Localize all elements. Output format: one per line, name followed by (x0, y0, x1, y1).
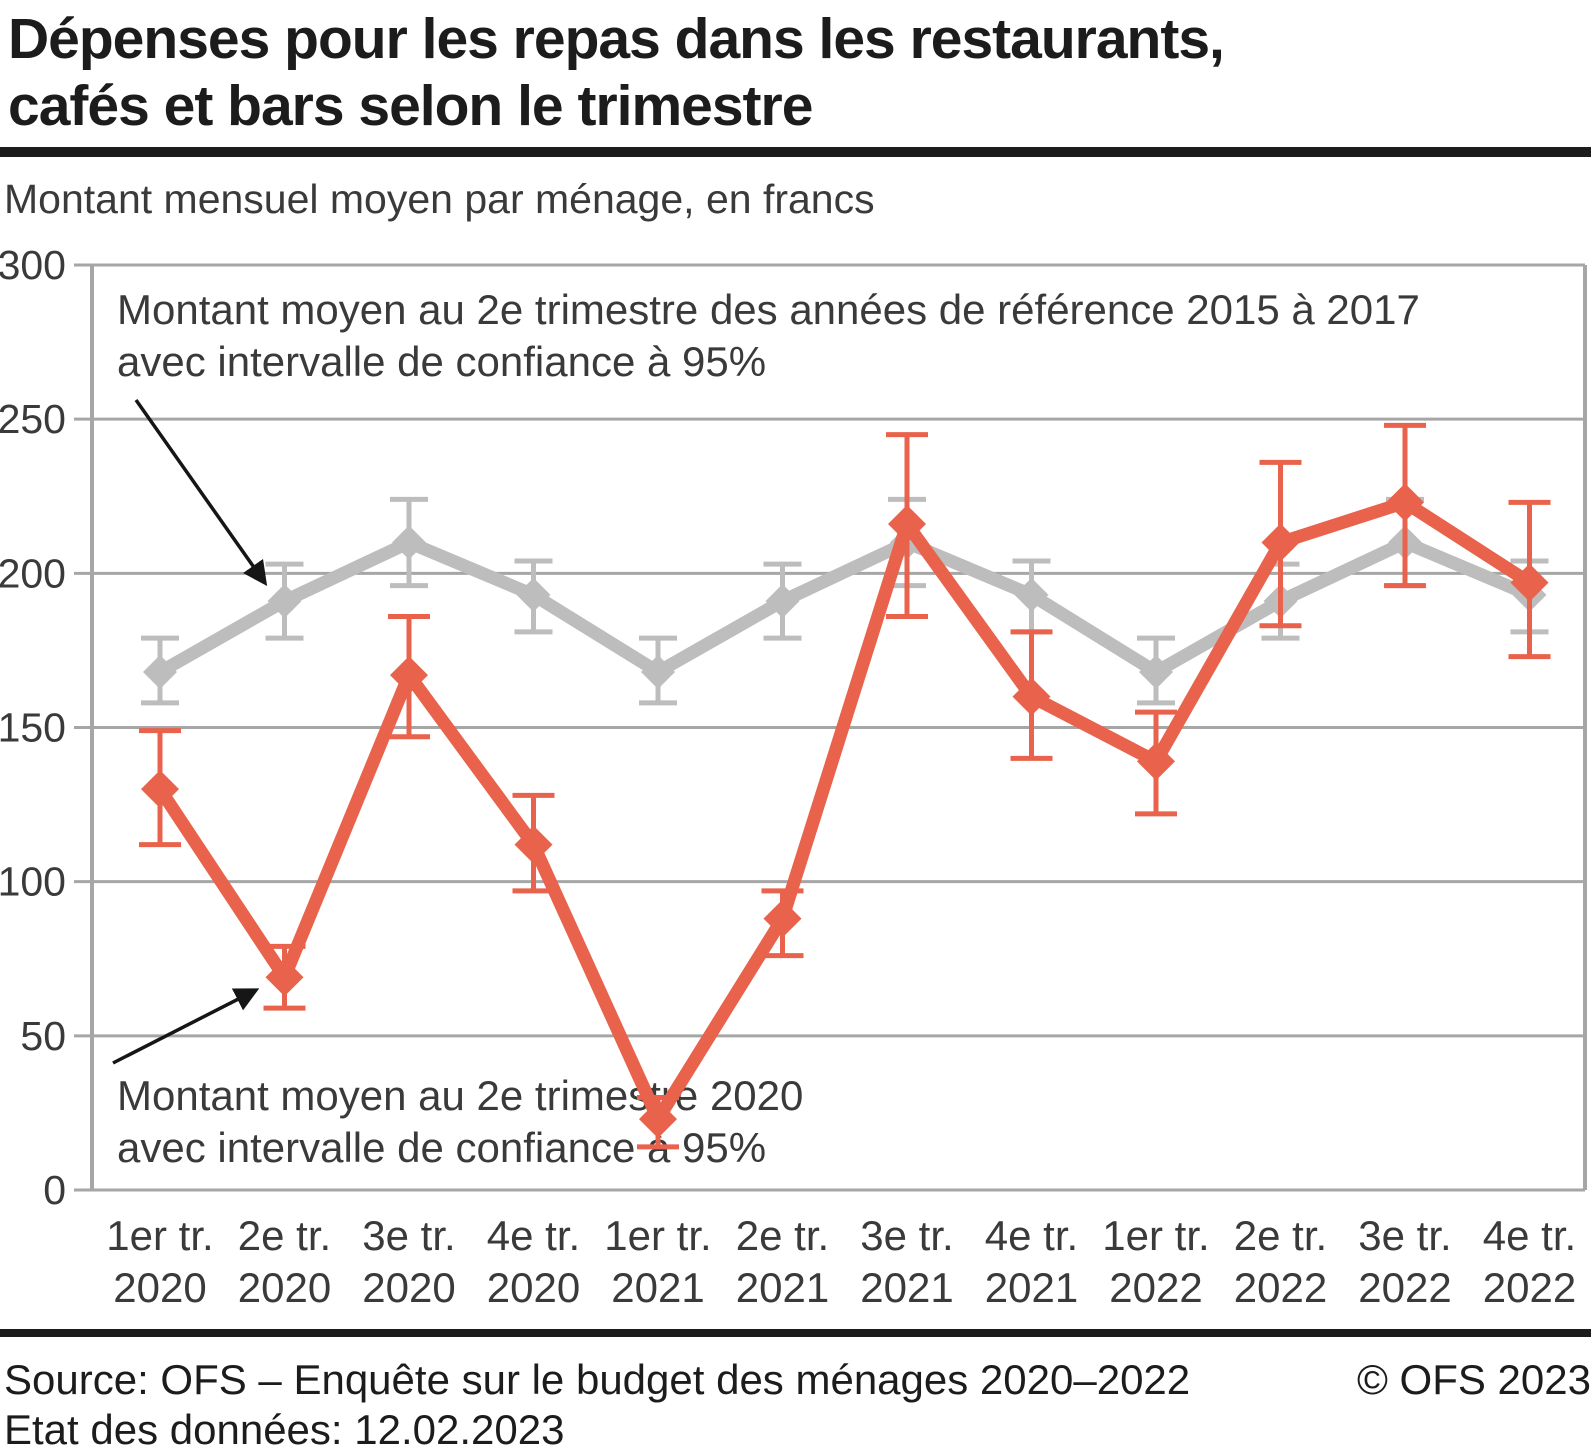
x-tick-label-year: 2021 (611, 1264, 704, 1311)
data-point-current (763, 899, 802, 938)
y-tick-label: 150 (0, 705, 66, 751)
x-tick-label-year: 2021 (860, 1264, 953, 1311)
page-title-line1: Dépenses pour les repas dans les restaur… (8, 7, 1225, 71)
data-point-reference (1014, 577, 1049, 612)
data-point-reference (641, 655, 675, 689)
data-point-reference (516, 577, 551, 612)
x-tick-label-quarter: 1er tr. (106, 1212, 213, 1259)
x-tick-label-year: 2020 (487, 1264, 580, 1311)
x-tick-label-quarter: 3e tr. (860, 1212, 953, 1259)
x-tick-label-year: 2022 (1234, 1264, 1327, 1311)
x-tick-label-quarter: 3e tr. (1358, 1212, 1451, 1259)
footer-divider (0, 1329, 1591, 1337)
y-tick-label: 100 (0, 859, 66, 905)
x-tick-label-quarter: 4e tr. (487, 1212, 580, 1259)
data-point-reference (1512, 577, 1547, 612)
x-tick-label-quarter: 2e tr. (1234, 1212, 1327, 1259)
data-point-current (1510, 563, 1549, 602)
annotation-arrow-q2-2020 (112, 988, 260, 1065)
x-tick-label-year: 2021 (985, 1264, 1078, 1311)
series-line-current (154, 495, 1534, 1133)
annotation-arrow-reference (134, 398, 268, 587)
x-tick-label-quarter: 2e tr. (238, 1212, 331, 1259)
y-tick-label: 0 (43, 1167, 66, 1213)
chart-subtitle: Montant mensuel moyen par ménage, en fra… (4, 176, 875, 222)
x-tick-label-year: 2020 (362, 1264, 455, 1311)
y-tick-label: 50 (20, 1013, 66, 1059)
x-tick-label-quarter: 1er tr. (604, 1212, 711, 1259)
annotation-q2-2020: Montant moyen au 2e trimestre 2020 avec … (117, 1070, 803, 1174)
y-tick-label: 300 (0, 242, 66, 288)
data-point-reference (392, 525, 426, 560)
footer-copyright: © OFS 2023 (1356, 1356, 1591, 1403)
x-tick-label-year: 2022 (1358, 1264, 1451, 1311)
x-tick-label-year: 2022 (1109, 1264, 1202, 1311)
data-point-reference (765, 584, 800, 619)
data-point-current (265, 958, 304, 997)
data-point-reference (1388, 525, 1422, 560)
data-point-current (1261, 523, 1300, 562)
data-point-current (1012, 677, 1051, 716)
data-point-current (390, 656, 428, 695)
series-line-reference (156, 535, 1533, 680)
data-point-current (1386, 483, 1424, 522)
annotation-reference-line1: Montant moyen au 2e trimestre des années… (117, 286, 1420, 333)
data-point-current (514, 825, 553, 864)
data-point-reference (143, 655, 177, 689)
y-tick-label: 250 (0, 396, 66, 442)
x-tick-label-quarter: 1er tr. (1102, 1212, 1209, 1259)
data-point-reference (890, 525, 924, 560)
data-point-current (888, 505, 926, 543)
x-tick-label-quarter: 3e tr. (362, 1212, 455, 1259)
footer-data-state: Etat des données: 12.02.2023 (4, 1406, 565, 1447)
series-current (139, 422, 1551, 1150)
x-tick-label-quarter: 4e tr. (1483, 1212, 1576, 1259)
y-tick-label: 200 (0, 550, 66, 596)
x-tick-label-year: 2022 (1483, 1264, 1576, 1311)
page-title-line2: cafés et bars selon le trimestre (8, 74, 813, 138)
annotation-reference-line2: avec intervalle de confiance à 95% (117, 338, 767, 385)
data-point-current (1137, 742, 1175, 781)
x-tick-label-quarter: 2e tr. (736, 1212, 829, 1259)
series-reference (141, 496, 1549, 706)
annotation-q2-2020-line2: avec intervalle de confiance à 95% (117, 1124, 767, 1171)
page-title: Dépenses pour les repas dans les restaur… (8, 6, 1225, 140)
data-point-reference (1139, 655, 1173, 689)
annotation-q2-2020-line1: Montant moyen au 2e trimestre 2020 (117, 1072, 804, 1119)
data-point-reference (267, 584, 302, 619)
annotation-reference-series: Montant moyen au 2e trimestre des années… (117, 284, 1420, 388)
footer-source: Source: OFS – Enquête sur le budget des … (4, 1356, 1191, 1403)
x-tick-label-quarter: 4e tr. (985, 1212, 1078, 1259)
data-point-current (141, 770, 179, 809)
x-tick-label-year: 2020 (113, 1264, 206, 1311)
x-tick-label-year: 2021 (736, 1264, 829, 1311)
data-point-reference (1263, 584, 1298, 619)
title-divider (0, 147, 1591, 157)
x-tick-label-year: 2020 (238, 1264, 331, 1311)
